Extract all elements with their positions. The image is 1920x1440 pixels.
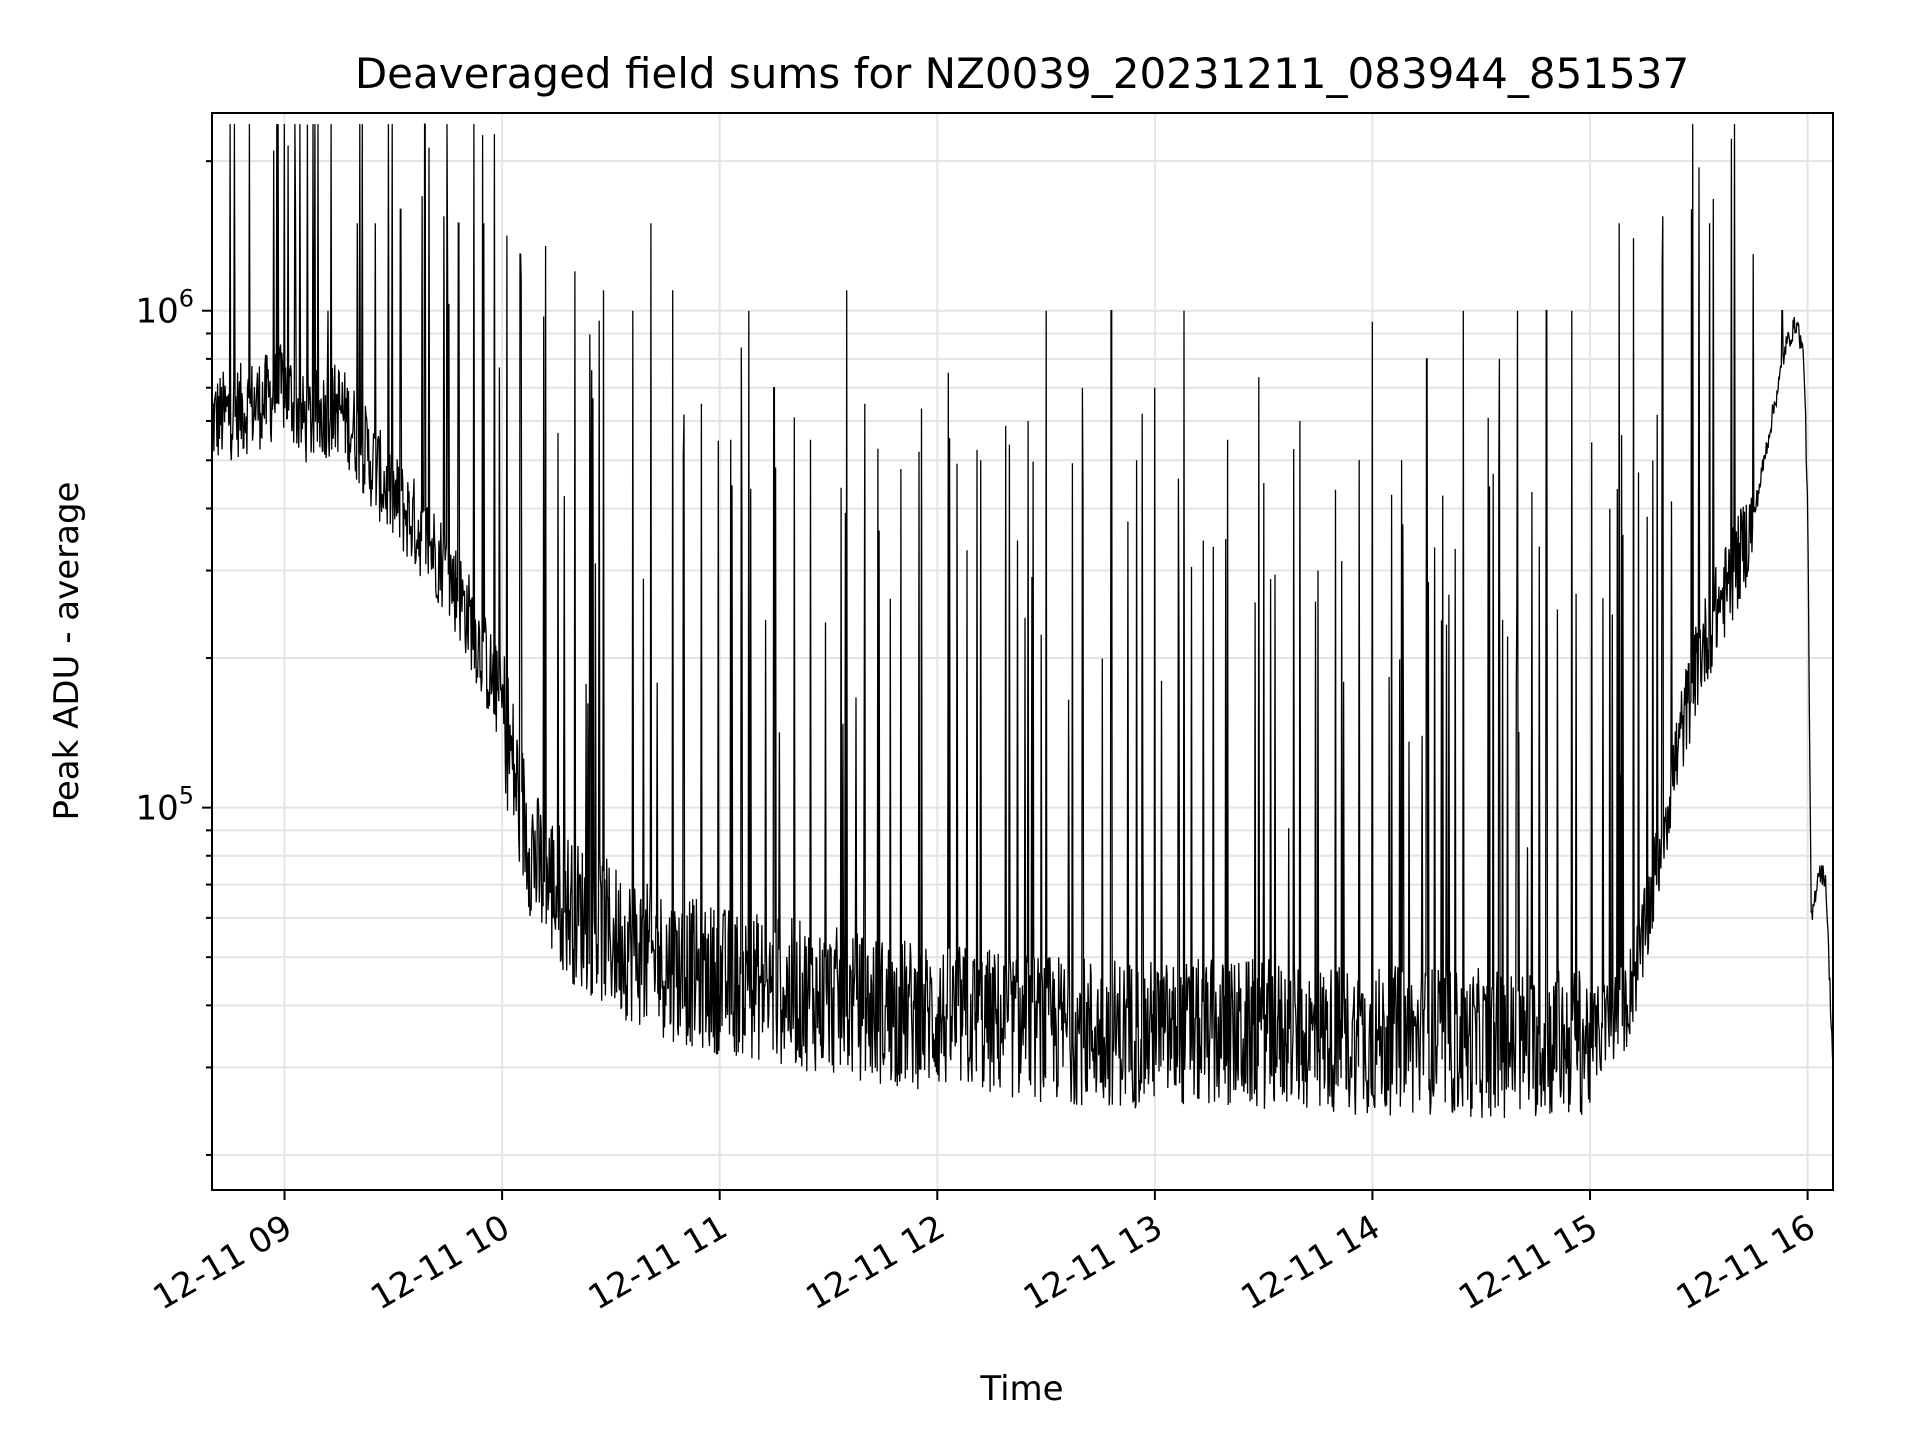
plot-area	[211, 123, 1834, 1119]
y-axis-label: Peak ADU - average	[47, 482, 87, 821]
y-tick-label: 105	[135, 782, 194, 829]
x-tick-label: 12-11 12	[799, 1207, 951, 1318]
series-line	[211, 123, 1834, 1119]
chart-title: Deaveraged field sums for NZ0039_2023121…	[355, 49, 1689, 98]
x-tick-label: 12-11 15	[1452, 1207, 1604, 1318]
x-tick-label: 12-11 16	[1670, 1207, 1822, 1318]
x-axis-label: Time	[979, 1369, 1063, 1409]
y-tick-label: 106	[135, 285, 194, 332]
x-tick-label: 12-11 09	[147, 1207, 299, 1318]
axes-frame	[211, 112, 1834, 1191]
x-tick-label: 12-11 13	[1017, 1207, 1169, 1318]
x-tick-label: 12-11 14	[1235, 1207, 1387, 1318]
x-tick-label: 12-11 10	[364, 1207, 516, 1318]
x-tick-label: 12-11 11	[582, 1207, 734, 1318]
